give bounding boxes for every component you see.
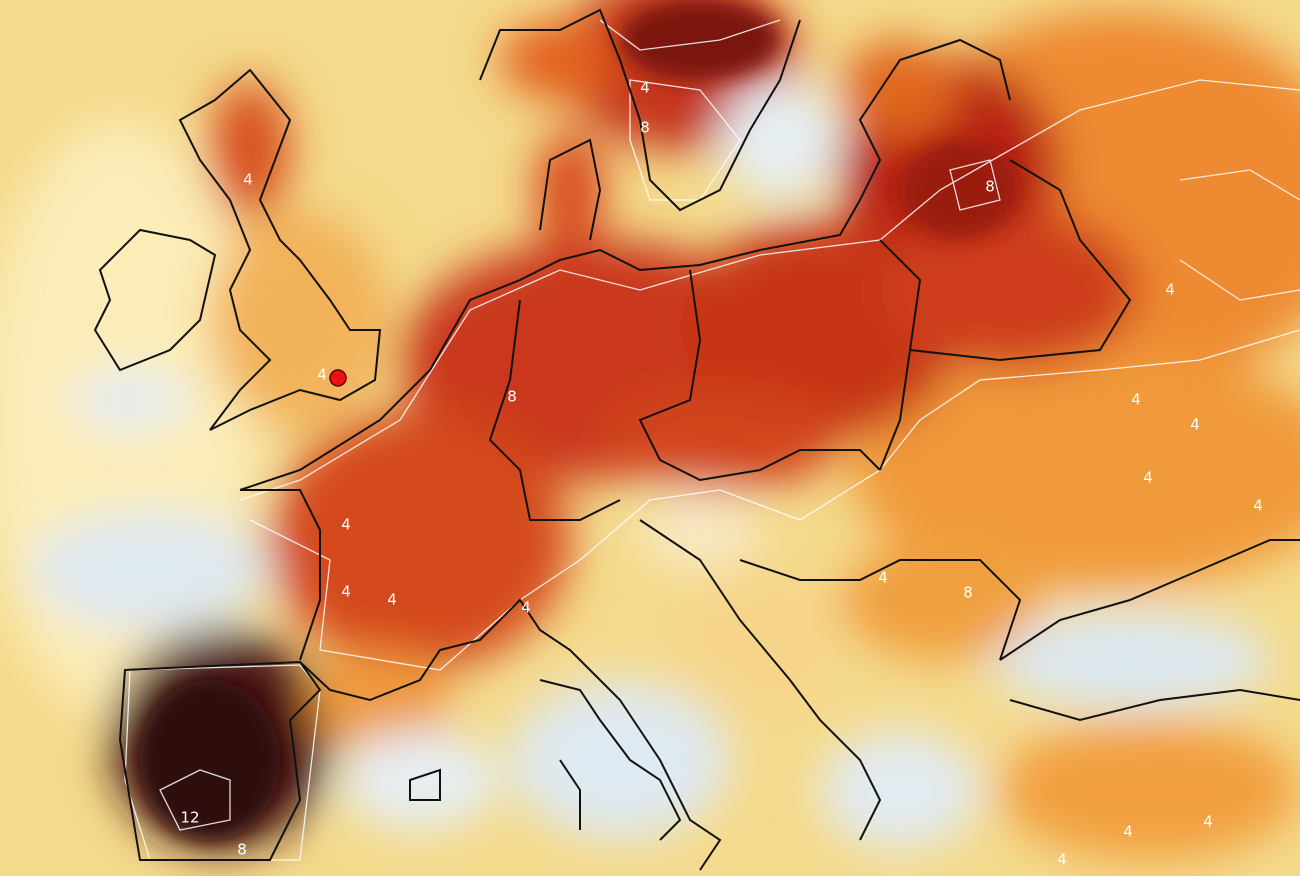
contour-label: 4	[1131, 391, 1141, 409]
contour-label: 4	[387, 591, 397, 609]
contour-label: 4	[878, 569, 888, 587]
contour-label: 4	[341, 516, 351, 534]
contour-label: 4	[317, 366, 327, 384]
contour-label: 12	[180, 809, 199, 827]
contour-label: 4	[1057, 851, 1067, 869]
contour-label: 4	[1203, 813, 1213, 831]
contour-label: 8	[985, 178, 995, 196]
contour-label: 4	[1165, 281, 1175, 299]
contour-label: 8	[237, 841, 247, 859]
contour-label: 4	[521, 599, 531, 617]
contour-label: 8	[640, 119, 650, 137]
contour-label: 4	[1143, 469, 1153, 487]
location-marker	[329, 369, 347, 387]
contour-label: 8	[507, 388, 517, 406]
contour-label: 4	[1190, 416, 1200, 434]
contour-label: 4	[1253, 497, 1263, 515]
contour-label: 4	[1123, 823, 1133, 841]
contour-labels: 4 8 4 4 8 8 4 4 4 4 4 4 4 4 4 8 12 8 4 4…	[180, 79, 1262, 869]
contour-label: 4	[341, 583, 351, 601]
contour-label: 8	[963, 584, 973, 602]
contour-label: 4	[243, 171, 253, 189]
contour-label: 4	[640, 79, 650, 97]
coastlines	[93, 8, 1300, 871]
